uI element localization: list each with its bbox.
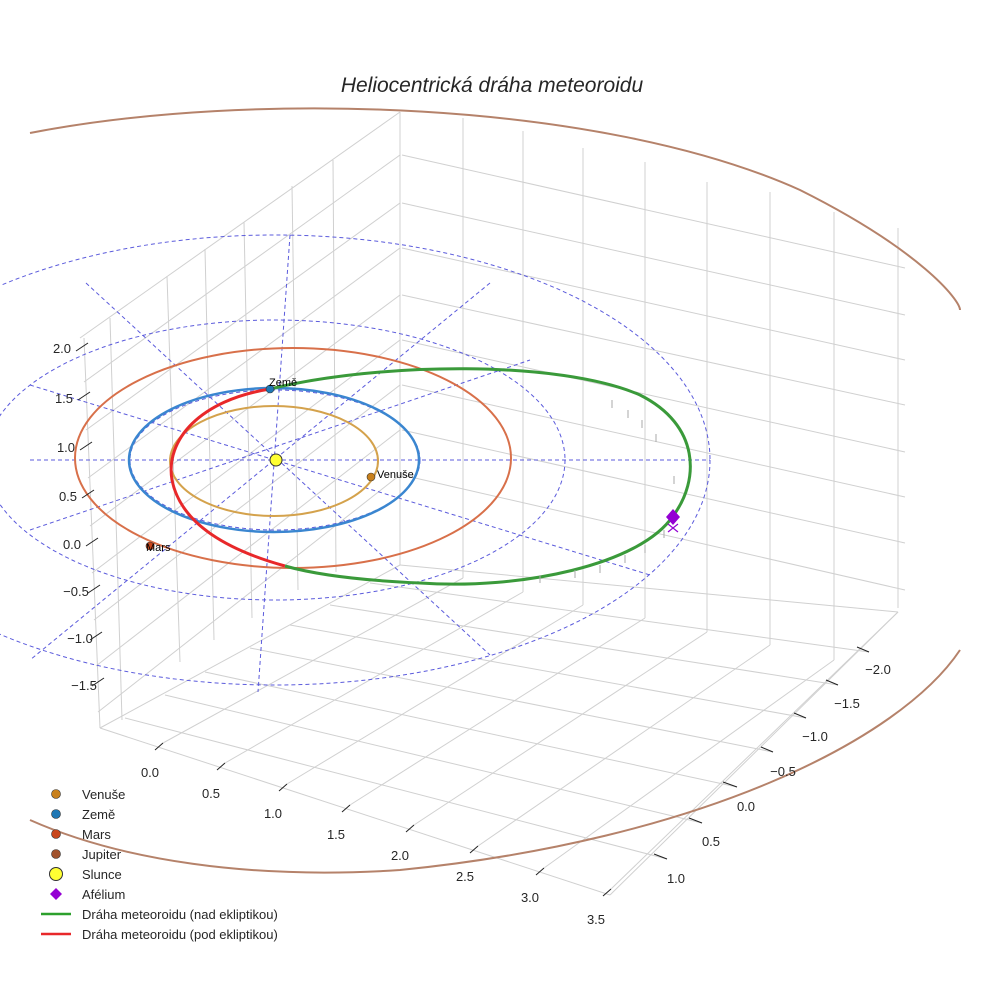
line-marker-icon bbox=[38, 904, 74, 924]
z-axis-tick-label: 0.5 bbox=[59, 489, 77, 504]
circle-marker-icon bbox=[38, 784, 74, 804]
legend-label: Jupiter bbox=[82, 846, 122, 862]
z-axis-tick-label: 2.0 bbox=[53, 341, 71, 356]
venus-label: Venuše bbox=[377, 469, 414, 481]
y-axis-tick bbox=[722, 781, 738, 788]
y-axis-tick-label: −2.0 bbox=[865, 662, 891, 677]
legend-item[interactable]: Země bbox=[38, 804, 278, 824]
z-axis-tick bbox=[87, 584, 101, 594]
x-axis-tick bbox=[602, 888, 612, 897]
legend-label: Afélium bbox=[82, 886, 126, 902]
line-marker-icon bbox=[38, 924, 74, 944]
x-axis-tick-label: 2.5 bbox=[456, 869, 474, 884]
legend-item[interactable]: Venuše bbox=[38, 784, 278, 804]
meteoroid-orbit-above-ecliptic bbox=[269, 367, 692, 586]
circle-marker-icon bbox=[38, 824, 74, 844]
z-axis-tick bbox=[77, 391, 91, 401]
y-axis-tick-label: 0.5 bbox=[702, 834, 720, 849]
jupiter-orbit bbox=[29, 107, 961, 874]
y-axis-tick bbox=[856, 646, 870, 653]
earth-label: Země bbox=[269, 377, 297, 389]
x-axis-tick bbox=[405, 824, 415, 833]
circle-marker-icon bbox=[38, 844, 74, 864]
z-axis-tick-label: 1.5 bbox=[55, 391, 73, 406]
mars-label: Mars bbox=[146, 542, 171, 554]
y-axis-tick bbox=[688, 817, 703, 824]
z-axis-tick-label: −1.5 bbox=[71, 678, 97, 693]
venus-marker[interactable] bbox=[366, 472, 376, 482]
y-axis-tick-label: 1.0 bbox=[667, 871, 685, 886]
legend-item[interactable]: Slunce bbox=[38, 864, 278, 884]
legend-label: Dráha meteoroidu (pod ekliptikou) bbox=[82, 926, 278, 942]
z-axis-tick bbox=[81, 489, 95, 499]
z-axis-tick bbox=[75, 342, 89, 352]
mars-marker[interactable] bbox=[145, 541, 155, 551]
legend-label: Mars bbox=[82, 826, 111, 842]
aphelion-drop-marker bbox=[667, 523, 679, 533]
aphelion-marker[interactable] bbox=[666, 509, 680, 525]
z-axis-tick bbox=[85, 537, 99, 547]
axis-ticks: 2.0 1.5 1.0 0.5 0.0 −0.5 −1.0 −1.5 0.0 0.5 1.0 1.5 2… bbox=[53, 341, 891, 927]
z-axis-tick-label: −0.5 bbox=[63, 584, 89, 599]
x-axis-tick-label: 1.5 bbox=[327, 827, 345, 842]
y-axis-tick-label: −0.5 bbox=[770, 764, 796, 779]
y-axis-tick-label: −1.5 bbox=[834, 696, 860, 711]
y-axis-tick-label: −1.0 bbox=[802, 729, 828, 744]
x-axis-tick-label: 2.0 bbox=[391, 848, 409, 863]
orbit-drop-lines bbox=[539, 400, 675, 583]
diamond-marker-icon bbox=[38, 884, 74, 904]
legend-item[interactable]: Dráha meteoroidu (pod ekliptikou) bbox=[38, 924, 278, 944]
x-axis-tick-label: 0.0 bbox=[141, 765, 159, 780]
x-axis-tick bbox=[154, 742, 164, 751]
x-axis-tick-label: 1.0 bbox=[264, 806, 282, 821]
z-axis-tick-label: −1.0 bbox=[67, 631, 93, 646]
ecliptic-polar-grid bbox=[0, 234, 711, 693]
legend-item[interactable]: Mars bbox=[38, 824, 278, 844]
x-axis-tick-label: 3.5 bbox=[587, 912, 605, 927]
z-axis-tick bbox=[79, 441, 93, 451]
y-axis-tick-label: 0.0 bbox=[737, 799, 755, 814]
grid-lines bbox=[79, 111, 906, 896]
z-axis-tick-label: 1.0 bbox=[57, 440, 75, 455]
legend-item[interactable]: Afélium bbox=[38, 884, 278, 904]
z-axis-tick bbox=[89, 631, 103, 641]
venus-orbit bbox=[169, 405, 379, 517]
x-axis-tick-label: 3.0 bbox=[521, 890, 539, 905]
legend-label: Dráha meteoroidu (nad ekliptikou) bbox=[82, 906, 278, 922]
sun-marker[interactable] bbox=[269, 453, 283, 467]
legend-item[interactable]: Dráha meteoroidu (nad ekliptikou) bbox=[38, 904, 278, 924]
circle-marker-icon bbox=[38, 804, 74, 824]
x-axis-tick bbox=[469, 845, 479, 854]
x-axis-tick bbox=[278, 783, 288, 792]
y-axis-tick bbox=[825, 679, 839, 686]
legend-item[interactable]: Jupiter bbox=[38, 844, 278, 864]
x-axis-tick bbox=[535, 867, 545, 876]
z-axis-tick-label: 0.0 bbox=[63, 537, 81, 552]
earth-marker[interactable] bbox=[265, 384, 275, 394]
y-axis-tick bbox=[760, 746, 774, 753]
x-axis-tick-label: 0.5 bbox=[202, 786, 220, 801]
chart-title: Heliocentrická dráha meteoroidu bbox=[340, 74, 644, 97]
legend: Venuše Země Mars Jupiter Slunce Afélium Dráha … bbox=[38, 784, 278, 944]
sun-marker-icon bbox=[38, 864, 74, 884]
z-axis-tick bbox=[91, 677, 105, 687]
meteoroid-orbit-below-ecliptic bbox=[169, 387, 286, 568]
y-axis-tick bbox=[793, 712, 807, 719]
x-axis-tick bbox=[341, 804, 351, 813]
y-axis-tick bbox=[653, 853, 668, 860]
x-axis-tick bbox=[216, 762, 226, 771]
legend-label: Slunce bbox=[82, 866, 122, 882]
legend-label: Země bbox=[82, 806, 116, 822]
legend-label: Venuše bbox=[82, 786, 126, 802]
